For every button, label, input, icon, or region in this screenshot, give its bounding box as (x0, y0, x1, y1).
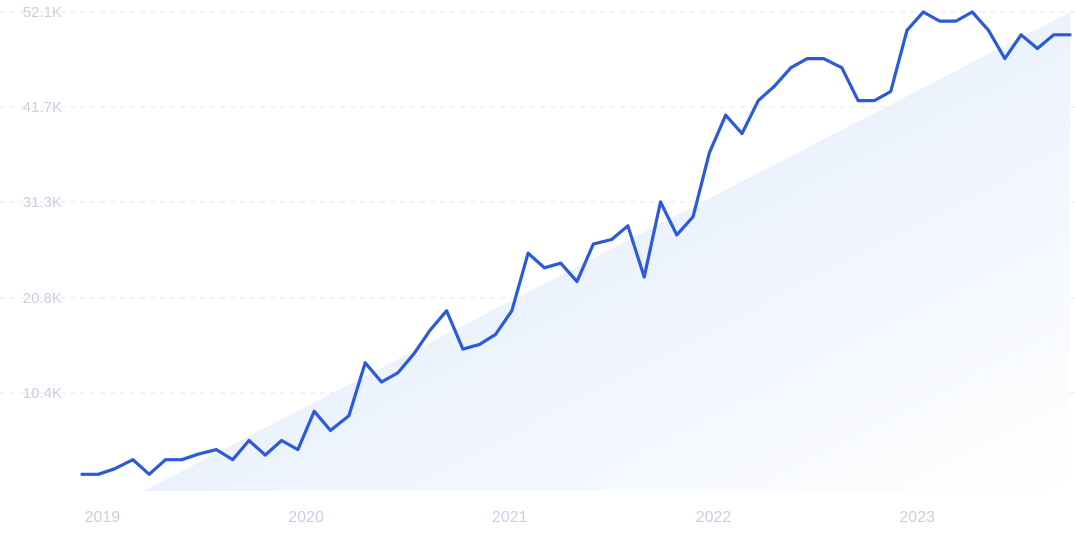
trend-area (143, 12, 1070, 491)
data-point (494, 333, 497, 336)
data-point (921, 10, 925, 14)
data-point (822, 57, 825, 60)
data-point (1052, 33, 1056, 37)
data-point (215, 448, 218, 451)
data-point (164, 458, 167, 462)
data-point (380, 380, 383, 384)
data-point (1019, 33, 1023, 37)
data-point (445, 309, 448, 313)
data-point (724, 113, 728, 117)
series-line-group (80, 10, 1072, 476)
data-point (396, 371, 400, 375)
data-point (461, 347, 465, 351)
data-point (970, 10, 974, 14)
data-point (789, 66, 793, 70)
data-point (559, 261, 563, 265)
data-point (873, 99, 876, 102)
x-axis-ticks: 2019 2020 2021 2022 2023 (85, 509, 936, 526)
data-point (347, 414, 351, 418)
data-point (740, 132, 744, 135)
y-tick-label: 10.4K (23, 385, 62, 402)
data-point (1003, 57, 1007, 60)
data-point (113, 467, 116, 471)
data-point (610, 238, 613, 241)
x-tick-label: 2020 (288, 509, 324, 526)
data-point (856, 99, 860, 102)
data-point (412, 352, 416, 356)
data-point (773, 84, 776, 88)
data-point (659, 200, 662, 204)
data-point (840, 66, 844, 70)
data-point (987, 28, 990, 32)
y-tick-label: 20.8K (23, 290, 62, 307)
y-tick-label: 41.7K (23, 99, 62, 116)
y-tick-label: 31.3K (23, 194, 62, 211)
data-point (642, 275, 646, 279)
data-point (889, 90, 893, 93)
data-point (296, 448, 300, 451)
data-point (196, 452, 200, 456)
data-point (591, 242, 595, 246)
data-point (329, 429, 332, 432)
data-point (756, 99, 760, 102)
data-point (675, 233, 679, 237)
data-point (905, 28, 909, 32)
data-point (131, 458, 135, 462)
data-point (691, 215, 695, 219)
data-point (80, 472, 84, 476)
x-tick-label: 2022 (696, 509, 732, 526)
data-point (247, 439, 251, 442)
x-tick-label: 2021 (492, 509, 528, 526)
data-point (1036, 47, 1039, 50)
data-point (510, 309, 514, 313)
data-point (526, 251, 530, 255)
trend-area-fill (143, 12, 1070, 491)
data-point (543, 266, 546, 270)
data-point (575, 280, 579, 283)
data-point (96, 472, 100, 476)
data-point (708, 151, 711, 155)
data-point (626, 224, 630, 228)
x-tick-label: 2023 (899, 509, 935, 526)
data-point (805, 57, 809, 60)
data-point (231, 458, 235, 462)
data-point (954, 19, 958, 23)
y-axis-ticks: 10.4K 20.8K 31.3K 41.7K 52.1K (23, 4, 62, 402)
data-point (280, 439, 283, 442)
data-point (180, 458, 184, 462)
data-point (147, 472, 151, 476)
data-point (1068, 33, 1072, 37)
y-tick-label: 52.1K (23, 4, 62, 21)
data-point (477, 343, 481, 346)
data-point (312, 409, 316, 413)
x-tick-label: 2019 (85, 509, 121, 526)
data-point (938, 19, 941, 23)
data-point (363, 361, 367, 365)
data-point (428, 328, 432, 332)
data-point (263, 453, 267, 457)
